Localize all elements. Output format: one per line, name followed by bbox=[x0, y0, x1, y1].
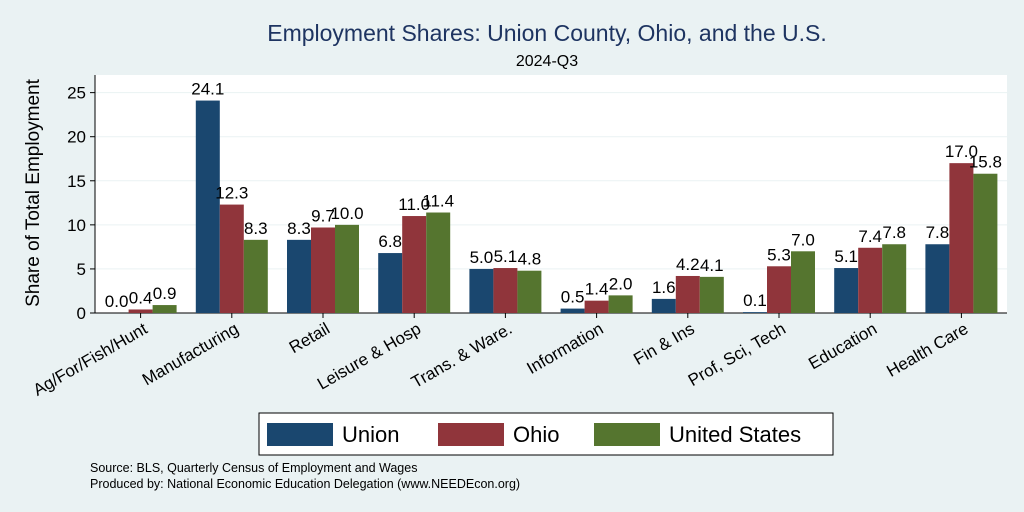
bar-united-states bbox=[882, 244, 907, 313]
x-category-label: Retail bbox=[286, 319, 333, 357]
bar-united-states bbox=[426, 212, 451, 313]
bar-union bbox=[925, 244, 950, 313]
y-tick-label: 15 bbox=[67, 172, 86, 191]
bar-ohio bbox=[219, 204, 244, 313]
data-label-ohio: 1.4 bbox=[585, 280, 609, 299]
data-label-ohio: 17.0 bbox=[945, 142, 978, 161]
x-category-label: Information bbox=[523, 319, 606, 378]
data-label-ohio: 12.3 bbox=[215, 184, 248, 203]
y-tick-label: 10 bbox=[67, 216, 86, 235]
data-label-united-states: 7.0 bbox=[791, 230, 815, 249]
bar-ohio bbox=[584, 300, 609, 313]
x-category-label: Manufacturing bbox=[139, 319, 242, 389]
y-tick-label: 20 bbox=[67, 128, 86, 147]
data-label-union: 8.3 bbox=[287, 219, 311, 238]
data-label-union: 7.8 bbox=[926, 223, 950, 242]
data-label-united-states: 0.9 bbox=[153, 284, 177, 303]
data-label-ohio: 9.7 bbox=[311, 206, 335, 225]
y-tick-label: 25 bbox=[67, 84, 86, 103]
bar-ohio bbox=[128, 309, 153, 313]
bar-united-states bbox=[517, 270, 542, 313]
data-label-union: 1.6 bbox=[652, 278, 676, 297]
bar-united-states bbox=[152, 305, 177, 313]
data-label-ohio: 5.3 bbox=[767, 245, 791, 264]
data-label-united-states: 11.4 bbox=[422, 192, 454, 211]
bar-united-states bbox=[243, 239, 268, 313]
data-label-union: 0.0 bbox=[105, 292, 129, 311]
data-label-united-states: 7.8 bbox=[882, 223, 906, 242]
bar-united-states bbox=[791, 251, 815, 313]
legend-box bbox=[258, 412, 834, 456]
data-label-ohio: 5.1 bbox=[494, 247, 518, 266]
x-category-label: Ag/For/Fish/Hunt bbox=[30, 319, 151, 400]
bar-union bbox=[195, 100, 220, 314]
bar-ohio bbox=[311, 227, 335, 313]
data-label-ohio: 7.4 bbox=[858, 227, 882, 246]
data-label-ohio: 4.2 bbox=[676, 255, 700, 274]
x-category-label: Leisure & Hosp bbox=[314, 319, 424, 394]
bar-united-states bbox=[335, 224, 359, 313]
data-label-united-states: 4.8 bbox=[518, 250, 542, 269]
data-label-union: 0.1 bbox=[743, 291, 767, 310]
bar-ohio bbox=[493, 268, 518, 313]
bar-united-states bbox=[973, 173, 998, 313]
x-category-label: Prof, Sci, Tech bbox=[685, 319, 789, 390]
bar-union bbox=[287, 239, 311, 313]
legend-label-union: Union bbox=[342, 422, 399, 447]
bar-union bbox=[560, 308, 585, 313]
y-tick-label: 5 bbox=[77, 260, 86, 279]
bar-united-states bbox=[608, 295, 633, 313]
bar-ohio bbox=[767, 266, 791, 313]
source-note: Source: BLS, Quarterly Census of Employm… bbox=[90, 461, 417, 475]
data-label-ohio: 11.0 bbox=[398, 195, 430, 214]
bar-union bbox=[834, 268, 859, 313]
produced-by-note: Produced by: National Economic Education… bbox=[90, 477, 520, 491]
x-category-label: Fin & Ins bbox=[630, 319, 698, 369]
bar-union bbox=[469, 268, 494, 313]
chart-title: Employment Shares: Union County, Ohio, a… bbox=[267, 20, 827, 46]
bar-ohio bbox=[402, 216, 427, 313]
data-label-united-states: 8.3 bbox=[244, 219, 268, 238]
data-label-united-states: 2.0 bbox=[609, 274, 633, 293]
data-label-union: 5.0 bbox=[470, 248, 494, 267]
legend-label-ohio: Ohio bbox=[513, 422, 559, 447]
x-category-label: Education bbox=[805, 319, 880, 373]
y-axis-label: Share of Total Employment bbox=[23, 78, 44, 306]
data-label-ohio: 0.4 bbox=[129, 288, 153, 307]
x-category-label: Health Care bbox=[883, 319, 971, 381]
bar-ohio bbox=[949, 163, 974, 313]
data-label-united-states: 4.1 bbox=[700, 256, 724, 275]
bar-united-states bbox=[699, 276, 724, 313]
legend-swatch-united-states bbox=[594, 423, 660, 446]
bar-union bbox=[651, 298, 676, 313]
bar-ohio bbox=[858, 247, 883, 313]
y-tick-label: 0 bbox=[77, 304, 86, 323]
bar-union bbox=[743, 312, 767, 313]
data-label-union: 6.8 bbox=[378, 232, 402, 251]
x-category-label: Trans. & Ware. bbox=[408, 319, 515, 392]
legend-label-united-states: United States bbox=[669, 422, 801, 447]
data-label-united-states: 10.0 bbox=[330, 204, 363, 223]
legend-swatch-union bbox=[267, 423, 333, 446]
chart-subtitle: 2024-Q3 bbox=[516, 53, 578, 70]
bar-ohio bbox=[675, 275, 700, 313]
legend-swatch-ohio bbox=[438, 423, 504, 446]
data-label-united-states: 15.8 bbox=[969, 153, 1002, 172]
bar-union bbox=[378, 253, 403, 313]
data-label-union: 5.1 bbox=[834, 247, 858, 266]
data-label-union: 0.5 bbox=[561, 288, 585, 307]
data-label-union: 24.1 bbox=[191, 80, 224, 99]
